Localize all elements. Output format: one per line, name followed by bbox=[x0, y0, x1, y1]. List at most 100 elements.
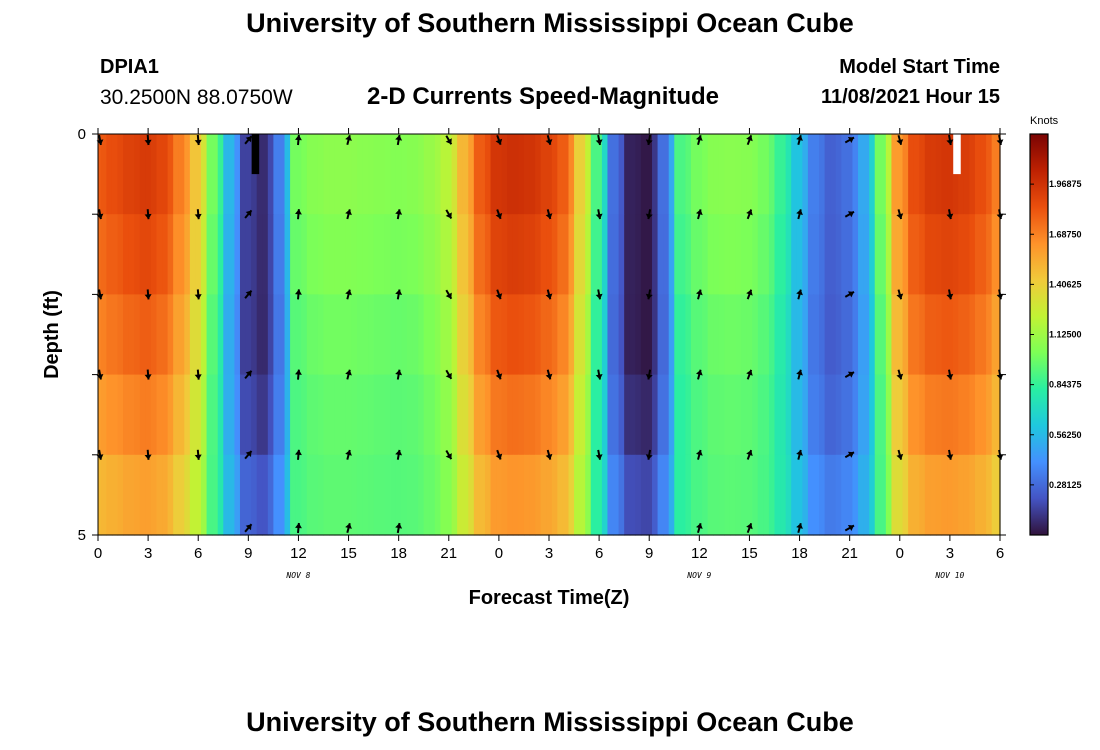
heatmap-cell bbox=[986, 454, 993, 536]
vector-head bbox=[245, 451, 252, 457]
heatmap-cell bbox=[674, 454, 681, 536]
current-vector bbox=[796, 449, 803, 460]
heatmap-cell bbox=[317, 134, 325, 215]
heatmap-cell bbox=[713, 134, 720, 215]
current-vector bbox=[144, 209, 152, 220]
heatmap-cell bbox=[278, 294, 286, 376]
heatmap-cell bbox=[317, 294, 325, 376]
heatmap-cell bbox=[696, 134, 703, 215]
current-vector bbox=[144, 134, 152, 146]
heatmap-cell bbox=[173, 454, 180, 536]
vector-head bbox=[645, 454, 653, 460]
heatmap-cell bbox=[340, 214, 347, 295]
x-tick-label: 21 bbox=[440, 545, 457, 562]
heatmap-cell bbox=[407, 374, 414, 456]
heatmap-cell bbox=[267, 374, 274, 456]
vector-head bbox=[194, 213, 202, 220]
vector-head bbox=[245, 370, 252, 377]
current-vector bbox=[844, 524, 855, 532]
heatmap-cell bbox=[407, 454, 414, 536]
current-vector bbox=[595, 289, 603, 300]
heatmap-cell bbox=[896, 374, 904, 456]
heatmap-cell bbox=[896, 294, 904, 376]
heatmap-cell bbox=[273, 214, 280, 295]
heatmap-cell bbox=[167, 214, 174, 295]
current-vector bbox=[345, 209, 352, 220]
vector-head bbox=[445, 212, 452, 219]
current-vector bbox=[244, 135, 253, 145]
heatmap-cell bbox=[106, 374, 113, 456]
heatmap-cell bbox=[852, 214, 859, 295]
current-vector bbox=[295, 134, 302, 146]
heatmap-cell bbox=[423, 374, 430, 456]
heatmap-cell bbox=[156, 454, 163, 536]
vector-head bbox=[395, 449, 403, 456]
heatmap-cell bbox=[546, 374, 553, 456]
heatmap-cell bbox=[908, 214, 915, 295]
heatmap-cell bbox=[852, 374, 859, 456]
heatmap-cell bbox=[590, 134, 597, 215]
heatmap-cell bbox=[496, 454, 503, 536]
heatmap-cell bbox=[629, 294, 636, 376]
heatmap-cell bbox=[473, 374, 480, 456]
vector-head bbox=[295, 369, 302, 375]
heatmap-cell bbox=[852, 134, 859, 215]
heatmap-cell bbox=[835, 454, 842, 536]
heatmap-cell bbox=[635, 214, 642, 295]
heatmap-cell bbox=[607, 214, 614, 295]
heatmap-cell bbox=[234, 214, 241, 295]
heatmap-cell bbox=[306, 294, 313, 376]
heatmap-cell bbox=[585, 214, 592, 295]
heatmap-cell bbox=[791, 294, 798, 376]
vector-head bbox=[295, 289, 302, 295]
heatmap-cell bbox=[947, 294, 954, 376]
heatmap-cell bbox=[562, 134, 570, 215]
heatmap-cell bbox=[429, 214, 436, 295]
vector-head bbox=[746, 369, 753, 376]
vector-head bbox=[696, 450, 703, 456]
heatmap-cell bbox=[484, 374, 492, 456]
heatmap-cell bbox=[407, 294, 414, 376]
heatmap-cell bbox=[334, 454, 341, 536]
heatmap-cell bbox=[635, 134, 642, 215]
heatmap-cell bbox=[340, 134, 347, 215]
heatmap-cell bbox=[763, 134, 770, 215]
heatmap-cell bbox=[189, 214, 197, 295]
heatmap-cell bbox=[473, 454, 480, 536]
heatmap-cell bbox=[874, 214, 881, 295]
heatmap-cell bbox=[997, 374, 1001, 456]
heatmap-cell bbox=[490, 454, 497, 536]
heatmap-cell bbox=[262, 374, 269, 456]
current-vector bbox=[645, 289, 653, 300]
x-tick-label: 12 bbox=[290, 545, 307, 562]
heatmap-cell bbox=[952, 214, 959, 295]
vector-head bbox=[495, 293, 503, 300]
heatmap-cell bbox=[206, 374, 213, 456]
heatmap-cell bbox=[145, 294, 152, 376]
heatmap-cell bbox=[395, 454, 403, 536]
heatmap-cell bbox=[262, 214, 269, 295]
heatmap-cell bbox=[111, 454, 119, 536]
heatmap-cell bbox=[763, 294, 770, 376]
heatmap-cell bbox=[423, 454, 430, 536]
heatmap-cell bbox=[618, 454, 625, 536]
current-vector bbox=[746, 289, 753, 300]
heatmap-cell bbox=[184, 134, 191, 215]
heatmap-cell bbox=[228, 214, 236, 295]
current-vector bbox=[696, 449, 703, 460]
heatmap-cell bbox=[351, 214, 358, 295]
vector-head bbox=[495, 138, 503, 145]
vector-head bbox=[295, 135, 302, 141]
heatmap-cell bbox=[507, 134, 514, 215]
heatmap-cell bbox=[507, 374, 514, 456]
heatmap-cell bbox=[930, 214, 937, 295]
vector-head bbox=[595, 374, 603, 380]
heatmap-cell bbox=[986, 134, 993, 215]
vector-head bbox=[245, 136, 252, 143]
heatmap-cell bbox=[540, 134, 547, 215]
heatmap-cell bbox=[735, 134, 742, 215]
current-vector bbox=[194, 134, 202, 146]
x-tick-label: 3 bbox=[946, 545, 954, 562]
heatmap-cell bbox=[384, 214, 391, 295]
heatmap-cell bbox=[885, 374, 893, 456]
